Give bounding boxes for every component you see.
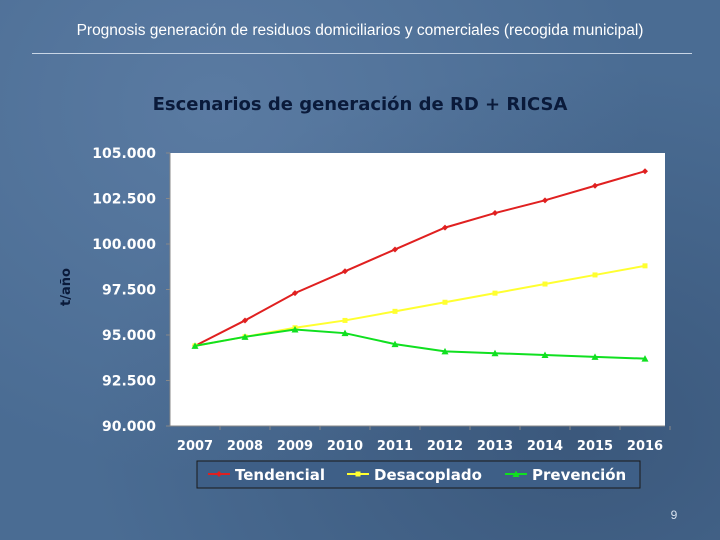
legend-label: Desacoplado [374, 466, 482, 484]
data-point [341, 329, 349, 337]
data-point [442, 224, 448, 231]
data-point [542, 281, 548, 287]
y-tick-label: 90.000 [102, 419, 156, 435]
data-point [492, 290, 498, 296]
legend-items: Tendencial Desacoplado Prevención [208, 466, 626, 484]
data-point [342, 317, 348, 323]
x-axis: 2007 2008 2009 2010 2011 2012 2013 2014 2015 2016 [177, 426, 671, 454]
data-point [492, 210, 498, 217]
y-tick-label: 97.500 [102, 283, 156, 299]
data-point [591, 353, 599, 360]
series-line [194, 328, 646, 360]
y-tick-label: 105.000 [92, 146, 156, 162]
data-point [442, 299, 448, 305]
y-axis-label: t/año [59, 268, 74, 306]
data-point [542, 197, 548, 204]
data-point [491, 349, 499, 357]
x-tick-label: 2013 [477, 439, 513, 454]
x-tick-label: 2007 [177, 439, 213, 454]
data-point [391, 340, 399, 348]
data-point [392, 308, 398, 314]
x-tick-label: 2009 [277, 439, 313, 454]
y-tick-label: 100.000 [92, 237, 156, 253]
x-tick-label: 2016 [627, 439, 663, 454]
page-number: 9 [670, 508, 678, 522]
title-divider [32, 53, 692, 54]
legend-item: Desacoplado [347, 466, 482, 484]
data-point [292, 290, 298, 297]
x-tick-label: 2012 [427, 439, 463, 454]
series-layer [191, 168, 649, 362]
chart-title: Escenarios de generación de RD + RICSA [153, 94, 568, 115]
slide-title: Prognosis generación de residuos domicil… [76, 22, 644, 39]
legend-item: Tendencial [208, 466, 325, 484]
data-point [242, 317, 248, 324]
y-axis: 90.000 92.500 95.000 97.500 100.000 102.500 10… [92, 146, 170, 435]
x-tick-label: 2008 [227, 439, 263, 454]
x-tick-label: 2015 [577, 439, 613, 454]
data-point [592, 182, 598, 189]
data-point [291, 326, 299, 333]
data-point [216, 471, 222, 477]
legend-label: Prevención [532, 466, 626, 484]
data-point [342, 268, 348, 275]
x-tick-label: 2010 [327, 439, 363, 454]
legend-label: Tendencial [235, 466, 325, 484]
data-point [642, 168, 648, 175]
y-tick-label: 102.500 [92, 192, 156, 208]
data-point [641, 355, 649, 362]
x-tick-label: 2011 [377, 439, 413, 454]
y-tick-label: 92.500 [102, 374, 156, 390]
data-point [355, 471, 361, 477]
data-point [191, 342, 199, 349]
data-point [441, 347, 449, 355]
legend-item: Prevención [505, 466, 626, 484]
plot-area [170, 153, 665, 426]
y-tick-label: 95.000 [102, 328, 156, 344]
legend [196, 460, 641, 489]
data-point [241, 333, 249, 340]
data-point [541, 351, 549, 359]
data-point [642, 263, 648, 269]
series-prevención [191, 326, 649, 362]
data-point [512, 470, 520, 477]
series-line [194, 170, 646, 347]
x-tick-label: 2014 [527, 439, 563, 454]
data-point [392, 246, 398, 253]
data-point [592, 272, 598, 278]
series-tendencial [192, 168, 648, 349]
